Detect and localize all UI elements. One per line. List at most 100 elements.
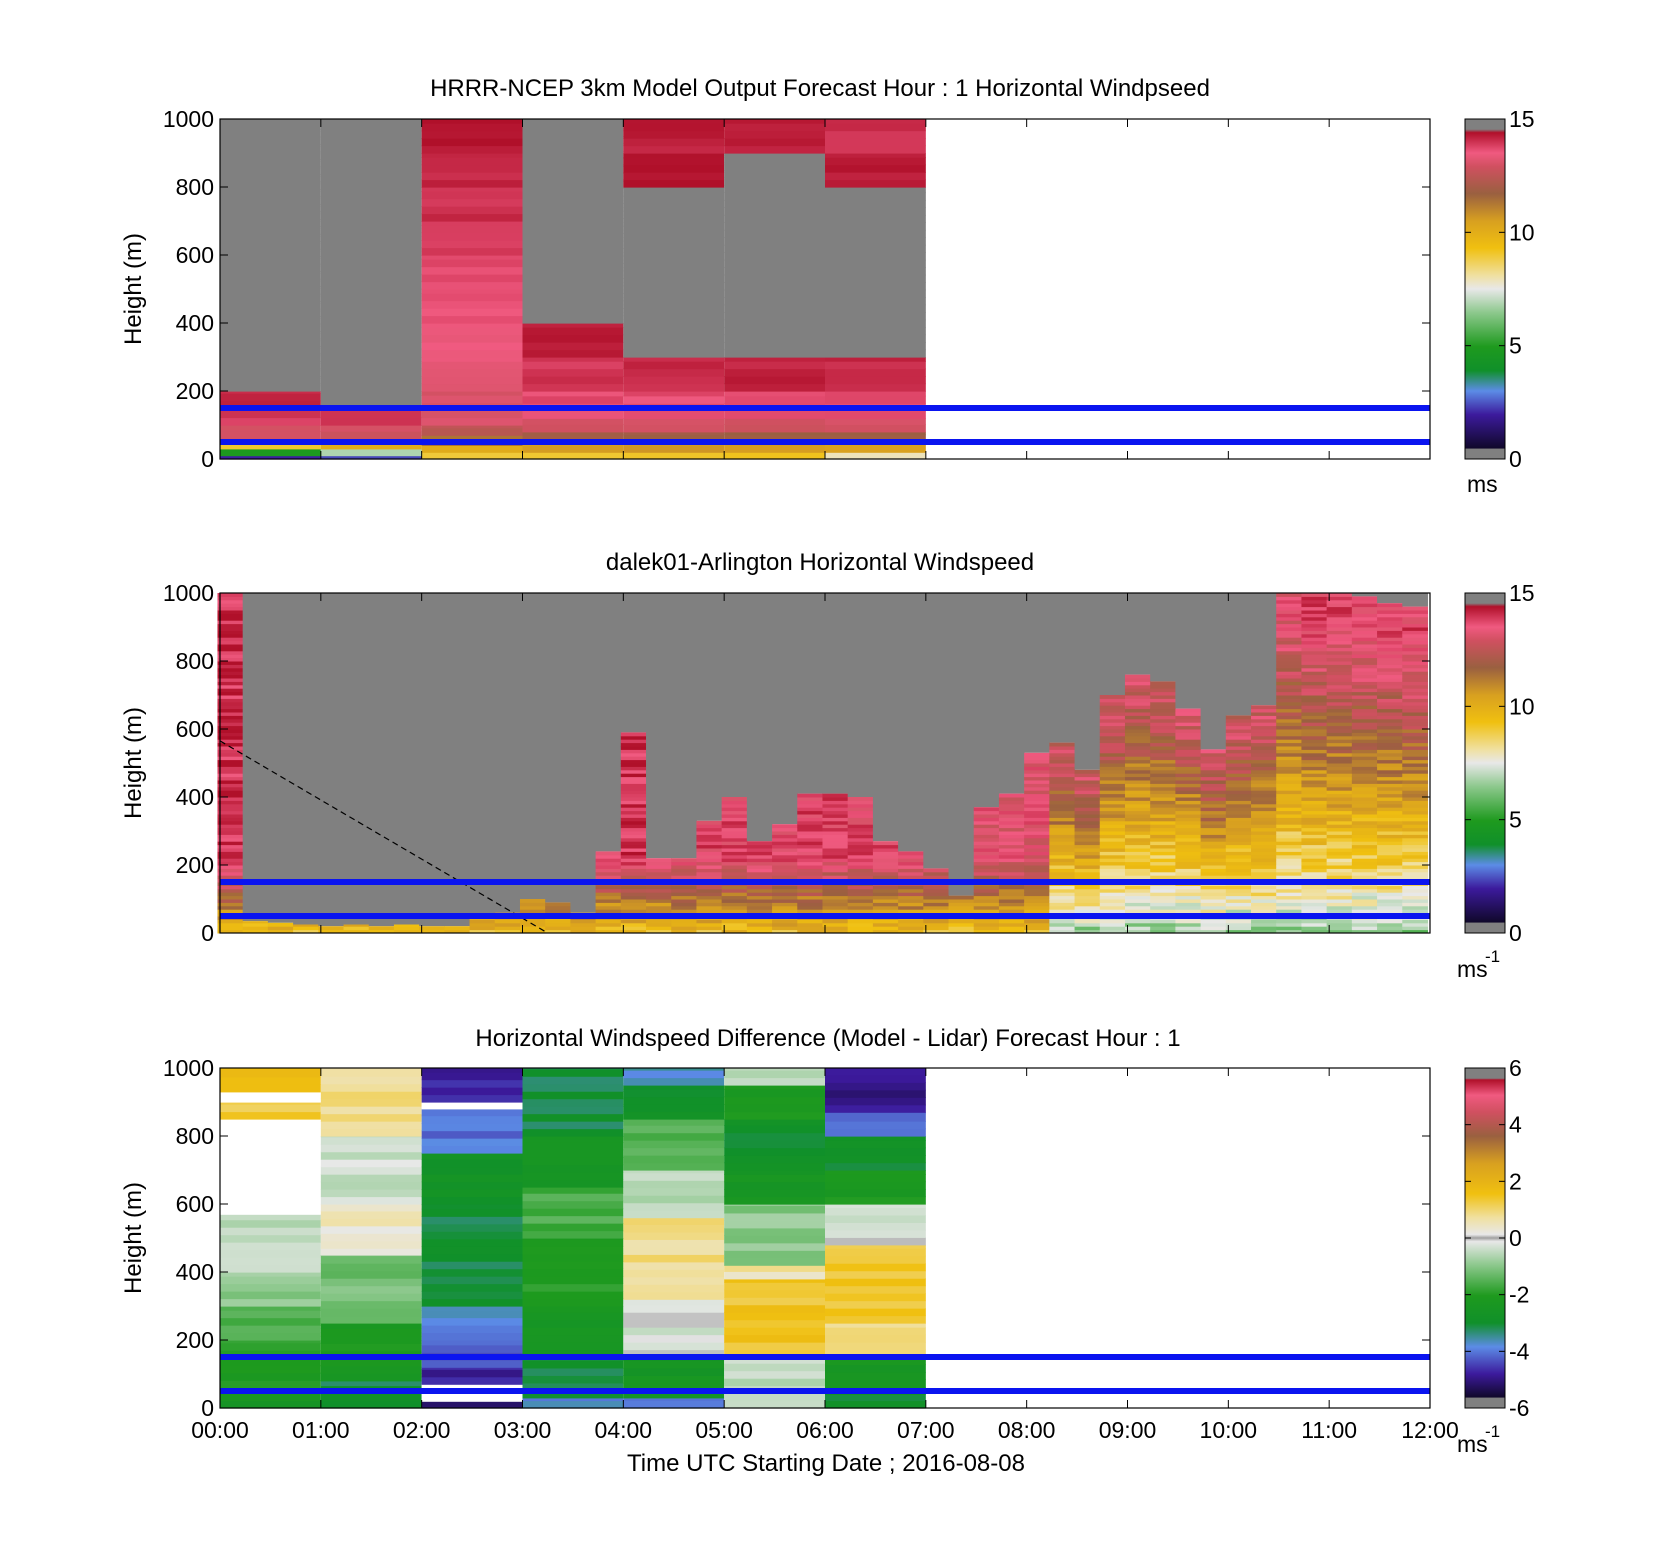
heatmap-cell [620, 909, 647, 914]
heatmap-cell [721, 814, 748, 818]
no-data-cell [822, 593, 849, 794]
heatmap-cell [1251, 786, 1277, 791]
heatmap-cell [1276, 623, 1302, 628]
heatmap-cell [847, 817, 874, 822]
heatmap-cell [1049, 814, 1076, 818]
heatmap-cell [623, 1077, 725, 1086]
heatmap-cell [822, 793, 849, 798]
heatmap-cell [217, 892, 244, 897]
heatmap-cell [620, 858, 647, 863]
heatmap-cell [421, 1276, 523, 1285]
heatmap-cell [1251, 746, 1277, 750]
heatmap-cell [724, 282, 825, 291]
heatmap-cell [220, 323, 321, 332]
heatmap-cell [1024, 803, 1050, 808]
heatmap-cell [1024, 871, 1050, 876]
heatmap-cell [1124, 674, 1151, 679]
heatmap-cell [1326, 678, 1353, 682]
heatmap-cell [393, 926, 420, 931]
heatmap-cell [1074, 865, 1101, 869]
heatmap-cell [217, 800, 244, 805]
heatmap-cell [1377, 851, 1403, 856]
heatmap-cell [1099, 718, 1126, 723]
colorbar-tick-label: 2 [1509, 1168, 1522, 1194]
heatmap-cell [623, 1070, 725, 1079]
no-data-cell [519, 593, 546, 899]
heatmap-cell [1124, 776, 1151, 781]
heatmap-cell [696, 885, 723, 890]
heatmap-cell [797, 841, 823, 846]
heatmap-cell [1276, 729, 1302, 733]
heatmap-cell [721, 844, 748, 849]
heatmap-cell [220, 338, 321, 347]
heatmap-cell [973, 922, 1000, 927]
heatmap-cell [220, 1094, 321, 1103]
heatmap-cell [825, 1400, 926, 1409]
heatmap-cell [623, 342, 725, 351]
heatmap-cell [620, 844, 647, 849]
heatmap-cell [1074, 783, 1101, 788]
heatmap-cell [217, 824, 244, 829]
heatmap-cell [973, 807, 1000, 812]
heatmap-cell [1150, 712, 1176, 716]
heatmap-cell [1377, 715, 1403, 720]
x-tick-label: 02:00 [393, 1417, 451, 1443]
heatmap-cell [1326, 616, 1353, 621]
heatmap-cell [320, 303, 422, 312]
heatmap-cell [217, 865, 244, 869]
heatmap-cell [724, 1304, 825, 1313]
heatmap-cell [1402, 905, 1428, 910]
heatmap-cell [746, 895, 773, 900]
heatmap-cell [1377, 861, 1403, 866]
heatmap-cell [1150, 868, 1176, 873]
heatmap-cell [1276, 630, 1302, 635]
heatmap-cell [217, 793, 244, 798]
heatmap-cell [1402, 841, 1428, 846]
heatmap-cell [1301, 627, 1328, 631]
heatmap-cell [1276, 620, 1302, 625]
heatmap-cell [217, 712, 244, 716]
heatmap-cell [1049, 851, 1076, 856]
heatmap-cell [421, 259, 523, 268]
panel-difference-x-ticks: 00:00 01:00 02:00 03:00 04:00 05:00 06:00 07:00… [191, 1068, 1459, 1443]
heatmap-cell [220, 189, 321, 198]
heatmap-cell [646, 858, 672, 863]
heatmap-cell [220, 1131, 321, 1140]
heatmap-cell [421, 145, 523, 154]
heatmap-cell [1402, 919, 1428, 924]
heatmap-cell [721, 848, 748, 852]
heatmap-cell [1276, 814, 1302, 818]
heatmap-cell [522, 158, 624, 167]
heatmap-cell [1276, 905, 1302, 910]
heatmap-cell [671, 892, 697, 897]
heatmap-cell [217, 654, 244, 659]
heatmap-cell [724, 222, 825, 231]
heatmap-cell [1251, 871, 1277, 876]
heatmap-cell [1301, 902, 1328, 907]
heatmap-cell [620, 899, 647, 903]
heatmap-cell [1200, 841, 1227, 846]
heatmap-cell [595, 919, 622, 924]
heatmap-cell [1276, 705, 1302, 710]
heatmap-cell [797, 875, 823, 880]
heatmap-cell [772, 827, 798, 832]
heatmap-cell [623, 1299, 725, 1306]
heatmap-cell [696, 868, 723, 873]
heatmap-cell [1377, 868, 1403, 873]
heatmap-cell [320, 1181, 422, 1190]
heatmap-cell [1200, 817, 1227, 822]
heatmap-cell [217, 841, 244, 846]
heatmap-cell [825, 1263, 926, 1272]
heatmap-cell [1377, 841, 1403, 846]
heatmap-cell [217, 610, 244, 614]
heatmap-cell [320, 355, 422, 364]
heatmap-cell [1251, 739, 1277, 744]
heatmap-cell [724, 1271, 825, 1280]
heatmap-cell [220, 1184, 321, 1193]
heatmap-cell [1326, 718, 1353, 723]
heatmap-cell [1099, 780, 1126, 784]
heatmap-cell [1200, 905, 1227, 910]
heatmap-cell [825, 199, 926, 208]
heatmap-cell [1377, 739, 1403, 744]
heatmap-cell [1099, 854, 1126, 859]
